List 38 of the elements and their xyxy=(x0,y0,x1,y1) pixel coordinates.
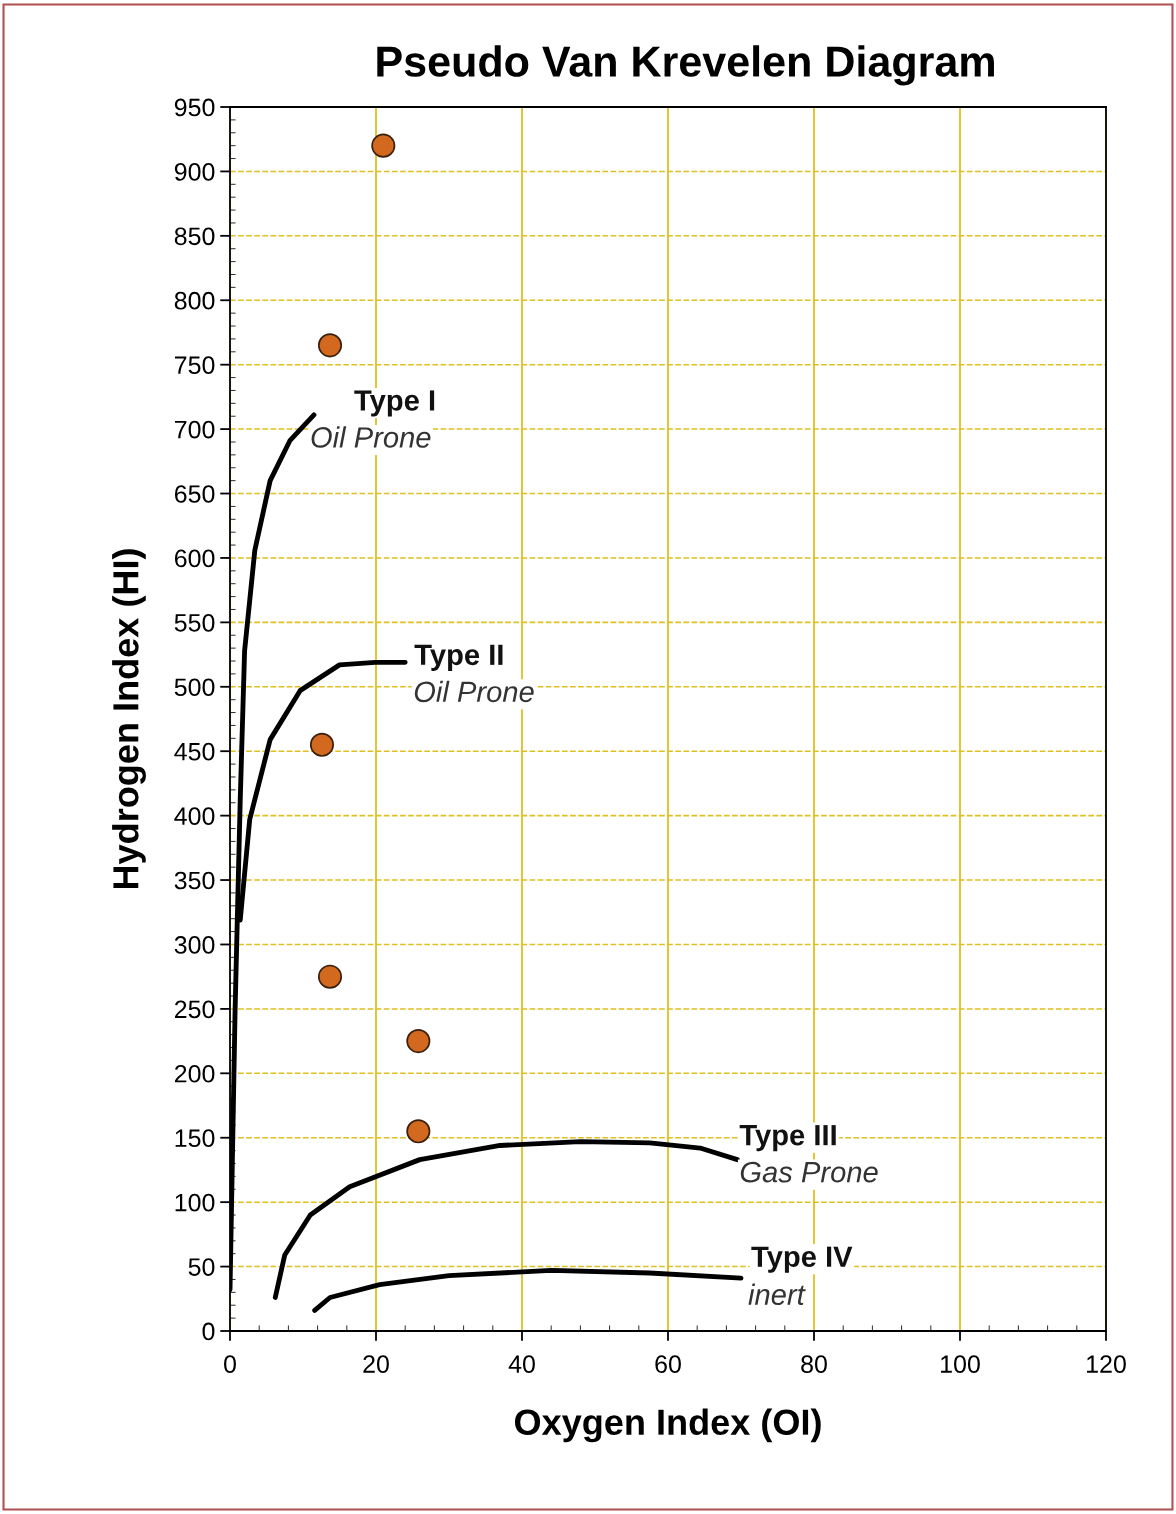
y-axis-title: Hydrogen Index (HI) xyxy=(112,549,146,889)
x-axis-title: Oxygen Index (OI) xyxy=(514,1408,821,1443)
y-tick-label: 700 xyxy=(174,420,215,439)
annotation: Type IV xyxy=(751,1246,853,1273)
chart-title: Pseudo Van Krevelen Diagram xyxy=(377,45,994,86)
y-tick-label: 200 xyxy=(174,1064,215,1083)
y-tick-label: 600 xyxy=(174,549,215,568)
x-tick-label: 0 xyxy=(224,1355,236,1373)
x-tick-label: 40 xyxy=(508,1355,535,1373)
x-tick-label: 20 xyxy=(363,1355,389,1373)
y-tick-label: 300 xyxy=(174,936,215,954)
y-tick-label: 100 xyxy=(175,1193,215,1212)
y-tick-label: 750 xyxy=(174,356,215,374)
y-tick-label: 950 xyxy=(174,98,215,117)
annotation: Gas Prone xyxy=(740,1161,878,1183)
annotation: Type I xyxy=(354,390,435,417)
y-tick-label: 800 xyxy=(174,291,215,310)
annotation: inert xyxy=(748,1283,806,1305)
y-tick-label: 850 xyxy=(174,227,215,246)
y-tick-label: 0 xyxy=(202,1322,215,1341)
annotation: Oil Prone xyxy=(414,680,534,703)
annotation: Type II xyxy=(414,644,503,671)
x-tick-label: 100 xyxy=(941,1355,980,1373)
annotation: Type III xyxy=(739,1125,836,1152)
y-tick-label: 400 xyxy=(174,807,215,825)
y-tick-label: 550 xyxy=(174,613,215,632)
y-tick-label: 50 xyxy=(188,1258,215,1276)
y-tick-label: 500 xyxy=(174,678,215,697)
x-tick-label: 60 xyxy=(655,1355,681,1373)
y-tick-label: 650 xyxy=(174,485,215,503)
y-tick-label: 900 xyxy=(174,163,215,181)
x-tick-label: 80 xyxy=(801,1355,827,1373)
y-tick-label: 150 xyxy=(175,1129,215,1148)
y-tick-label: 450 xyxy=(174,742,215,761)
x-tick-label: 120 xyxy=(1087,1355,1126,1373)
y-tick-label: 250 xyxy=(174,1000,215,1019)
annotation: Oil Prone xyxy=(311,426,431,448)
y-tick-label: 350 xyxy=(174,871,215,890)
